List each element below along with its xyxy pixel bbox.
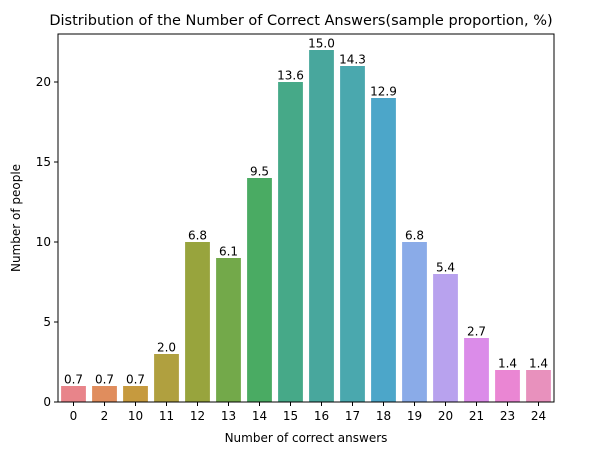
data-label-16: 15.0 — [308, 37, 335, 51]
bar-14 — [247, 178, 272, 402]
data-label-21: 2.7 — [467, 325, 486, 339]
x-tick-label-23: 23 — [500, 409, 515, 423]
data-label-11: 2.0 — [157, 341, 176, 355]
data-label-15: 13.6 — [277, 69, 304, 83]
y-axis-ticks: 0 5 10 15 20 — [36, 75, 58, 409]
x-tick-label-10: 10 — [128, 409, 143, 423]
bar-24 — [526, 370, 551, 402]
bar-15 — [278, 82, 303, 402]
x-tick-label-15: 15 — [283, 409, 298, 423]
bar-12 — [185, 242, 210, 402]
data-labels-group: 0.7 0.7 0.7 2.0 6.8 6.1 9.5 13.6 15.0 14.3 12.9 6.8… — [64, 37, 548, 387]
bar-2 — [92, 386, 117, 402]
data-label-13: 6.1 — [219, 245, 238, 259]
data-label-2: 0.7 — [95, 373, 114, 387]
plot-frame — [57, 33, 555, 403]
x-tick-label-2: 2 — [101, 409, 109, 423]
y-tick-label-10: 10 — [36, 235, 51, 249]
x-tick-label-0: 0 — [70, 409, 78, 423]
data-label-18: 12.9 — [370, 85, 397, 99]
bar-11 — [154, 354, 179, 402]
data-label-17: 14.3 — [339, 53, 366, 67]
x-tick-label-11: 11 — [159, 409, 174, 423]
x-tick-label-24: 24 — [531, 409, 546, 423]
data-label-14: 9.5 — [250, 165, 269, 179]
data-label-24: 1.4 — [529, 357, 548, 371]
x-tick-label-19: 19 — [407, 409, 422, 423]
x-axis-label: Number of correct answers — [225, 431, 388, 445]
bar-17 — [340, 66, 365, 402]
bar-16 — [309, 50, 334, 402]
x-tick-label-16: 16 — [314, 409, 329, 423]
x-tick-label-12: 12 — [190, 409, 205, 423]
data-label-23: 1.4 — [498, 357, 517, 371]
y-axis-label: Number of people — [9, 164, 23, 272]
x-tick-label-13: 13 — [221, 409, 236, 423]
bar-21 — [464, 338, 489, 402]
y-tick-label-5: 5 — [43, 315, 51, 329]
data-label-19: 6.8 — [405, 229, 424, 243]
bar-10 — [123, 386, 148, 402]
y-tick-label-0: 0 — [43, 395, 51, 409]
x-tick-label-17: 17 — [345, 409, 360, 423]
bar-23 — [495, 370, 520, 402]
data-label-12: 6.8 — [188, 229, 207, 243]
bar-0 — [61, 386, 86, 402]
data-label-20: 5.4 — [436, 261, 455, 275]
bar-18 — [371, 98, 396, 402]
x-tick-label-18: 18 — [376, 409, 391, 423]
data-label-10: 0.7 — [126, 373, 145, 387]
bar-20 — [433, 274, 458, 402]
x-axis-ticks: 0 2 10 11 12 13 14 15 16 17 18 19 20 21 23 24 — [70, 402, 546, 423]
y-tick-label-20: 20 — [36, 75, 51, 89]
data-label-0: 0.7 — [64, 373, 83, 387]
chart-title: Distribution of the Number of Correct An… — [49, 13, 552, 29]
bar-19 — [402, 242, 427, 402]
bars-group — [61, 50, 551, 402]
bar-13 — [216, 258, 241, 402]
x-tick-label-20: 20 — [438, 409, 453, 423]
y-tick-label-15: 15 — [36, 155, 51, 169]
x-tick-label-21: 21 — [469, 409, 484, 423]
x-tick-label-14: 14 — [252, 409, 267, 423]
